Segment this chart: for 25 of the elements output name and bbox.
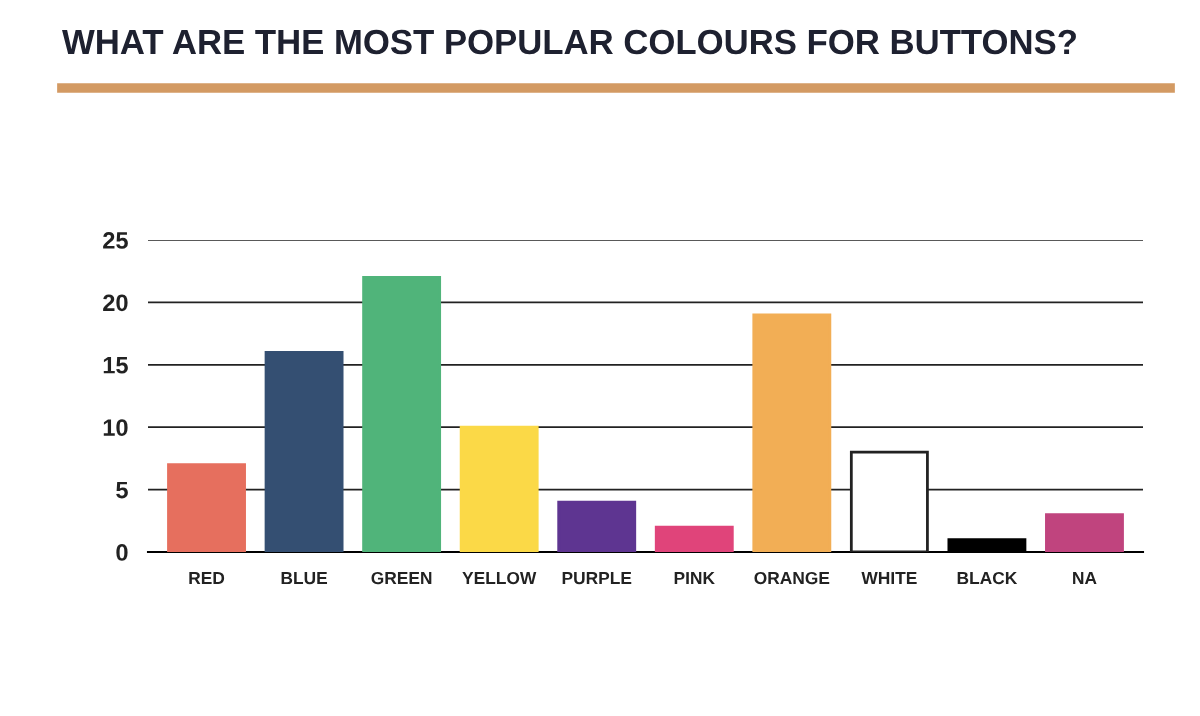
x-tick-label: PINK bbox=[674, 572, 715, 585]
y-tick-label: 15 bbox=[103, 357, 128, 374]
bar bbox=[264, 350, 344, 552]
bar bbox=[362, 276, 442, 552]
x-tick-label: PURPLE bbox=[562, 572, 632, 585]
bar bbox=[167, 463, 246, 552]
bar bbox=[557, 500, 637, 552]
y-tick-label: 5 bbox=[116, 481, 128, 499]
x-tick-label: RED bbox=[189, 572, 225, 585]
y-tick-label: 10 bbox=[103, 419, 128, 436]
bar bbox=[1045, 513, 1124, 552]
bar bbox=[459, 425, 539, 552]
y-tick-label: 20 bbox=[103, 294, 128, 312]
y-tick-label: 0 bbox=[116, 544, 128, 561]
x-tick-label: GREEN bbox=[371, 571, 432, 585]
x-tick-label: ORANGE bbox=[754, 571, 830, 585]
bar bbox=[752, 313, 832, 552]
y-tick-label: 25 bbox=[103, 232, 128, 249]
bar bbox=[654, 525, 734, 552]
chart-title: WHAT ARE THE MOST POPULAR COLOURS FOR BUTTONS? bbox=[62, 29, 1076, 55]
x-tick-label: WHITE bbox=[861, 572, 917, 585]
x-tick-label: YELLOW bbox=[462, 571, 537, 585]
x-tick-label: NA bbox=[1073, 572, 1097, 585]
x-tick-label: BLACK bbox=[957, 571, 1018, 585]
x-tick-label: BLUE bbox=[281, 572, 328, 585]
